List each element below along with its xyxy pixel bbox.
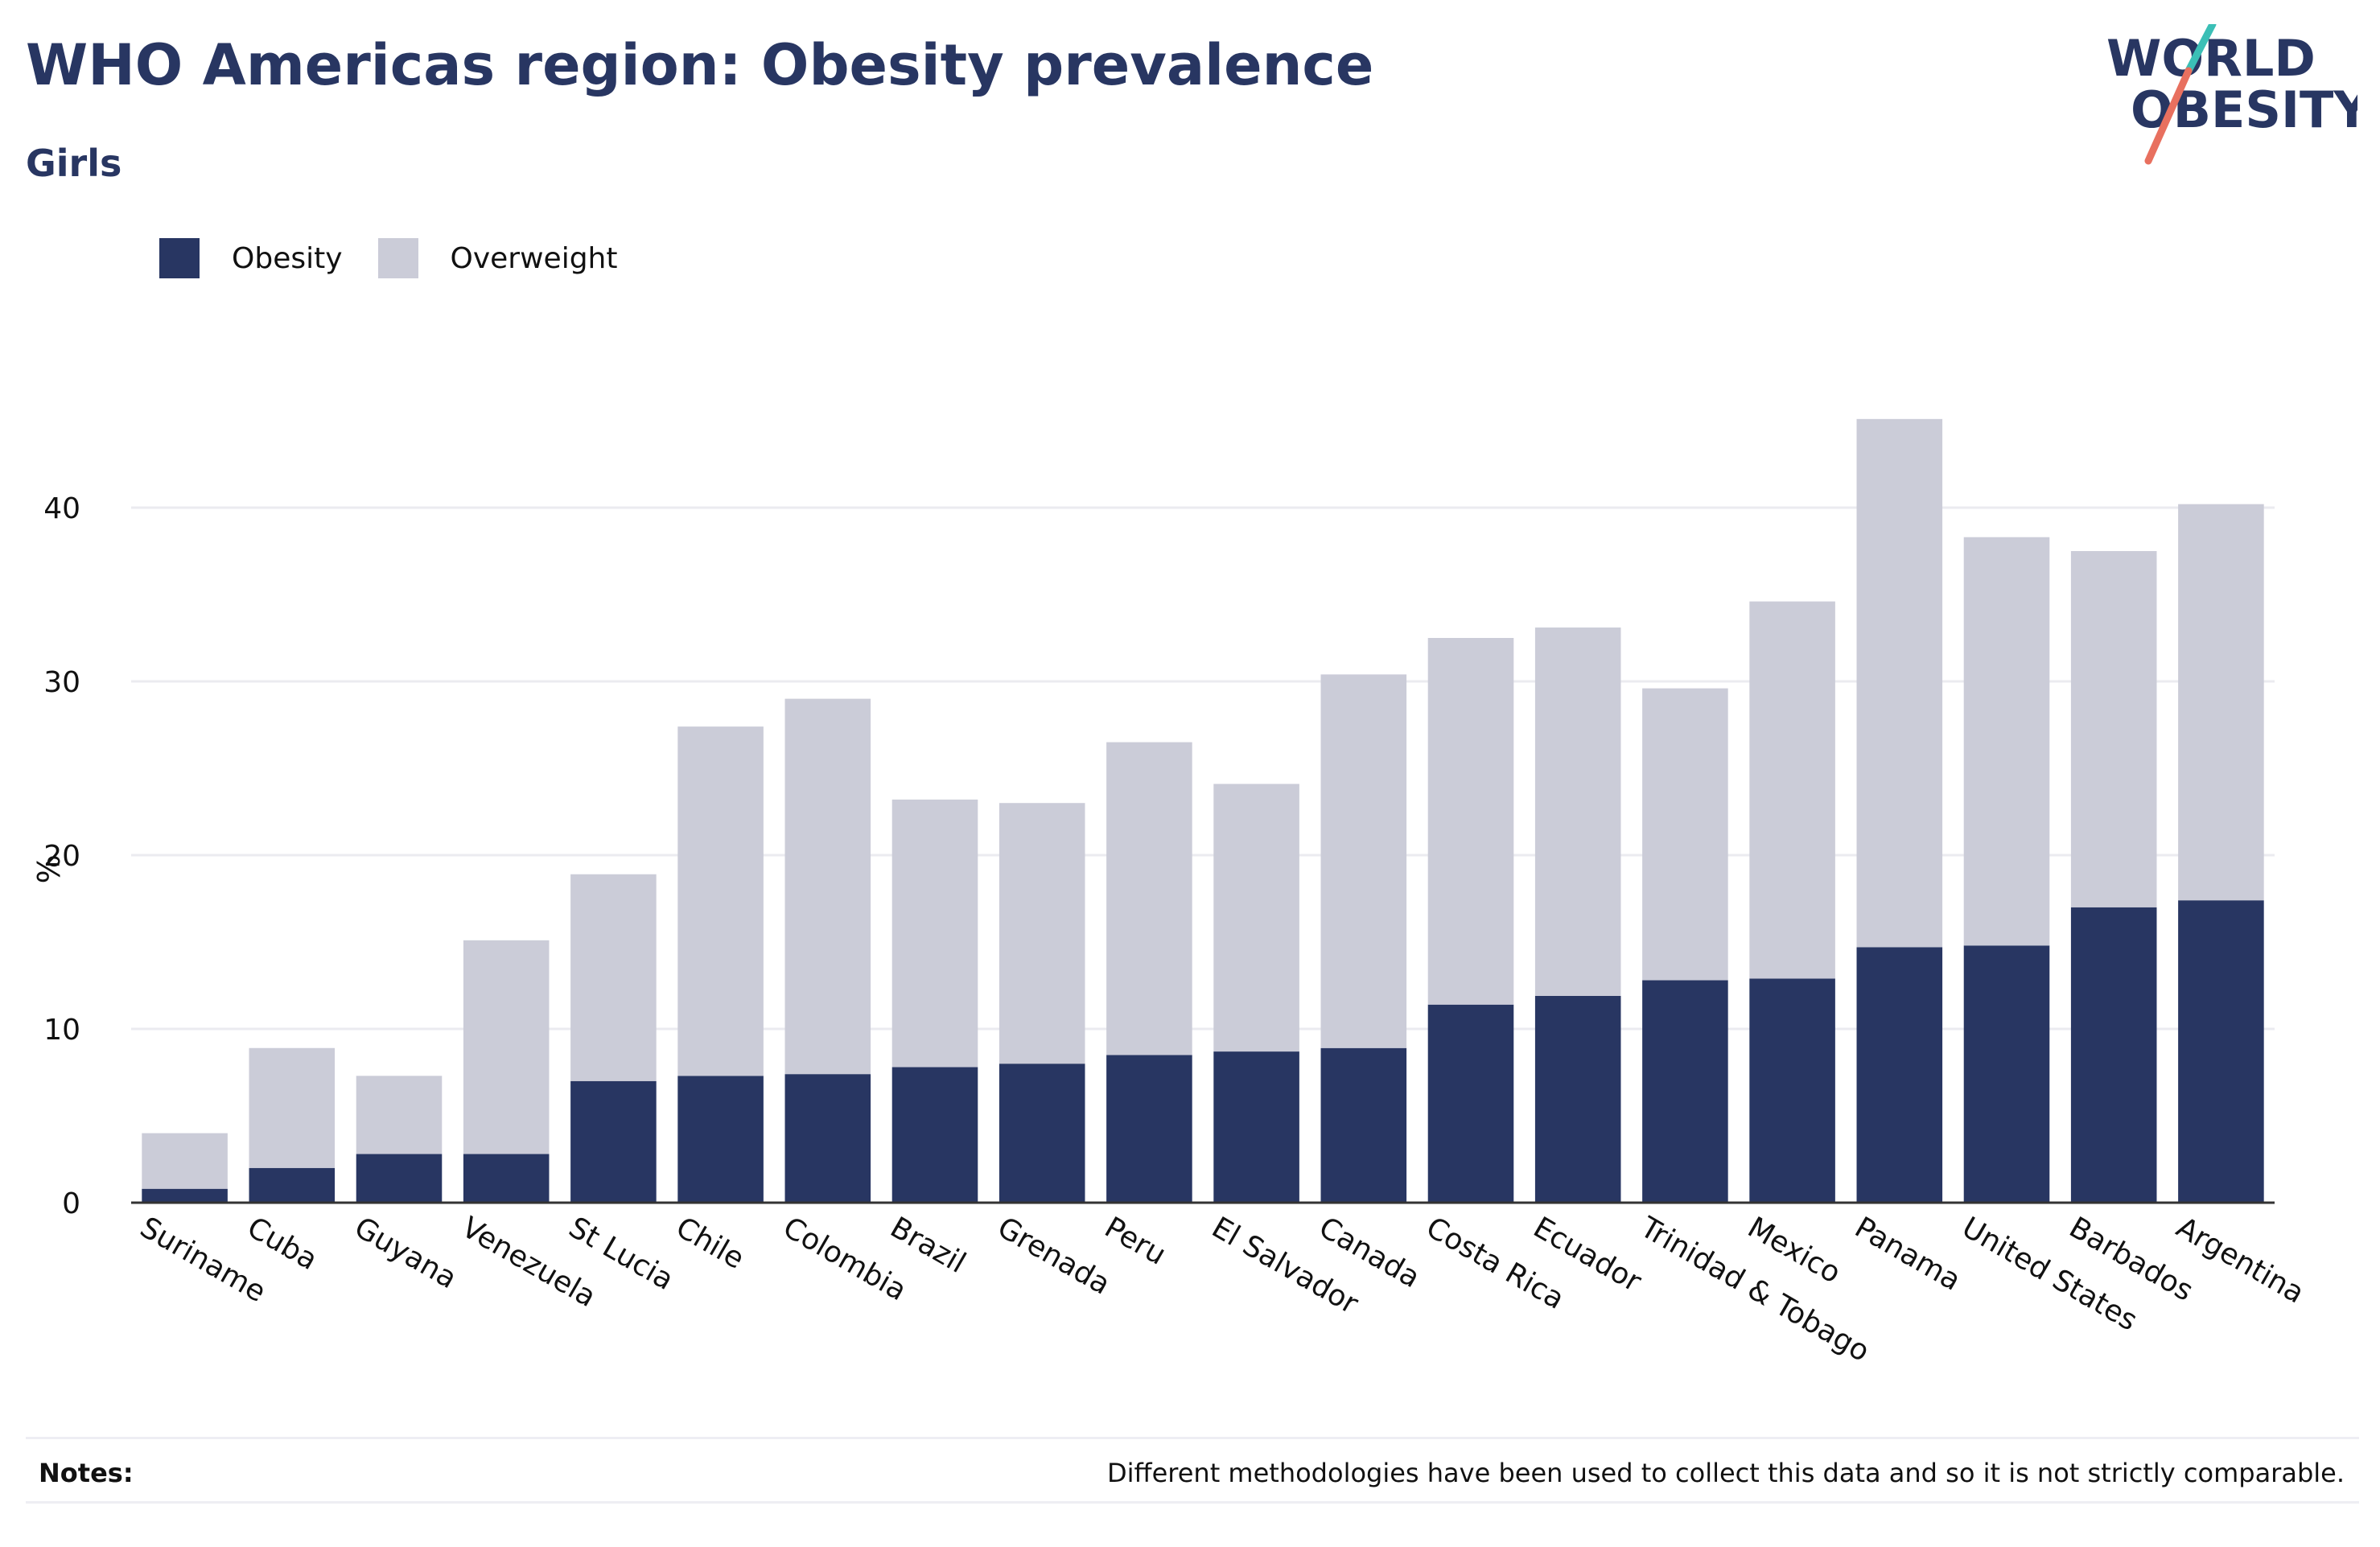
chart-subtitle: Girls [26, 142, 122, 185]
bar-overweight [570, 874, 657, 1081]
legend-item-overweight: Overweight [377, 238, 618, 278]
bar-overweight [1749, 601, 1835, 979]
legend-item-obesity: Obesity [159, 238, 343, 278]
bar-obesity [570, 1080, 657, 1203]
y-tick-label: 20 [43, 840, 80, 873]
chart-title: WHO Americas region: Obesity prevalence [26, 32, 1374, 98]
bar-overweight [142, 1133, 228, 1189]
bar-overweight [463, 940, 550, 1154]
bar-overweight [1856, 418, 1943, 948]
bar-obesity [2178, 900, 2264, 1203]
bar-overweight [784, 698, 871, 1075]
bar-overweight [356, 1076, 443, 1154]
x-tick-label: Grenada [992, 1211, 1116, 1301]
bar-obesity [1856, 947, 1943, 1203]
bar-overweight [1106, 742, 1192, 1055]
y-tick-label: 30 [43, 666, 80, 699]
bar-obesity [356, 1154, 443, 1203]
chart-legend: Obesity Overweight [159, 238, 653, 278]
logo-line-1: WORLD [2106, 29, 2316, 88]
bar-obesity [142, 1188, 228, 1203]
x-tick-label: Argentina [2171, 1211, 2310, 1310]
legend-label-obesity: Obesity [232, 241, 343, 275]
bar-obesity [784, 1074, 871, 1203]
bar-overweight [677, 726, 764, 1076]
x-tick-label: Brazil [885, 1211, 972, 1280]
x-tick-label: Peru [1099, 1211, 1171, 1272]
bar-obesity [2070, 907, 2157, 1203]
bar-obesity [1642, 980, 1728, 1203]
x-tick-label: Chile [670, 1211, 750, 1276]
logo-teal-stroke [2184, 24, 2217, 75]
bar-obesity [1963, 945, 2050, 1203]
bar-overweight [1213, 784, 1299, 1052]
bar-obesity [1427, 1004, 1514, 1203]
bar-overweight [1642, 688, 1728, 981]
bar-obesity [1320, 1047, 1407, 1203]
notes-divider-bottom [26, 1501, 2359, 1504]
legend-swatch-obesity [159, 238, 200, 278]
x-tick-label: Guyana [349, 1211, 463, 1295]
x-tick-label: Cuba [241, 1211, 323, 1277]
notes-divider-top [26, 1437, 2359, 1439]
x-tick-label: Panama [1849, 1211, 1966, 1298]
logo-coral-stroke [2144, 67, 2193, 165]
notes-text: Different methodologies have been used t… [1107, 1458, 2345, 1488]
bar-obesity [1534, 995, 1621, 1203]
bar-obesity [677, 1076, 764, 1203]
bar-obesity [1213, 1051, 1299, 1203]
legend-label-overweight: Overweight [450, 241, 618, 275]
bar-overweight [2070, 551, 2157, 907]
bar-obesity [249, 1167, 336, 1203]
bar-obesity [1749, 978, 1835, 1203]
y-tick-label: 40 [43, 492, 80, 525]
bar-overweight [1320, 674, 1407, 1048]
x-tick-label: United States [1957, 1211, 2143, 1337]
y-axis-label: % [31, 854, 67, 883]
x-tick-label: Colombia [777, 1211, 912, 1307]
bar-overweight [891, 799, 978, 1068]
bar-obesity [999, 1064, 1085, 1203]
bar-overweight [999, 803, 1085, 1064]
notes-label: Notes: [39, 1458, 134, 1488]
world-obesity-logo: WORLD OBESITY [2106, 24, 2357, 165]
bar-overweight [1427, 638, 1514, 1005]
bar-overweight [1534, 627, 1621, 996]
bar-obesity [1106, 1055, 1192, 1203]
y-tick-label: 10 [43, 1014, 80, 1047]
bar-obesity [891, 1067, 978, 1203]
bar-obesity [463, 1154, 550, 1203]
bar-overweight [2178, 504, 2264, 901]
bar-overweight [1963, 537, 2050, 946]
bar-overweight [249, 1047, 336, 1168]
y-tick-label: 0 [62, 1187, 80, 1220]
legend-swatch-overweight [377, 238, 418, 278]
